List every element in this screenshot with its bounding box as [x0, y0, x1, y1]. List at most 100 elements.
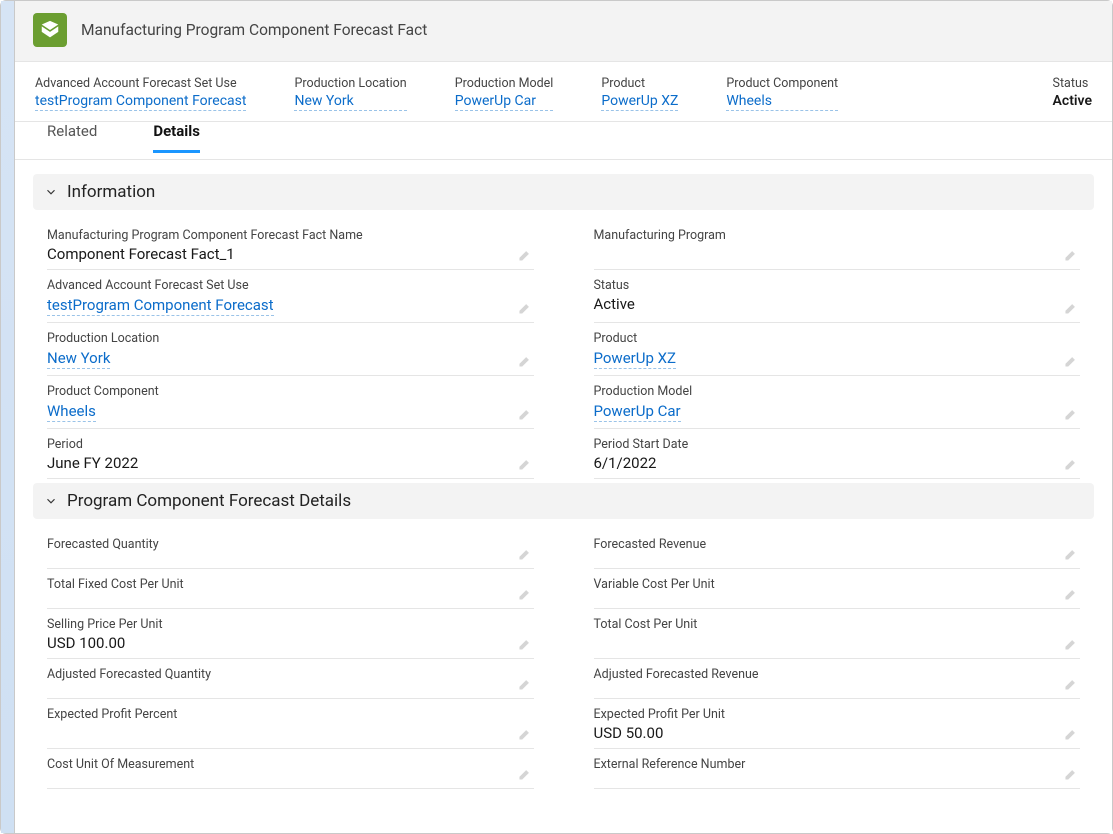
section-header-forecast-details[interactable]: Program Component Forecast Details — [33, 483, 1094, 519]
highlight-product-component: Product Component Wheels — [726, 76, 838, 111]
field-selling-price: Selling Price Per Unit USD 100.00 — [47, 609, 534, 659]
field-variable-cost: Variable Cost Per Unit — [594, 569, 1081, 609]
field-production-model: Production Model PowerUp Car — [594, 376, 1081, 429]
section-title: Information — [67, 182, 155, 202]
field-label: Manufacturing Program — [594, 228, 1081, 243]
field-forecasted-quantity: Forecasted Quantity — [47, 529, 534, 569]
tab-details[interactable]: Details — [153, 110, 200, 153]
edit-pencil-icon[interactable] — [1064, 636, 1080, 652]
highlight-value-link[interactable]: PowerUp XZ — [601, 93, 678, 111]
field-value-link[interactable]: PowerUp Car — [594, 402, 681, 422]
field-label: Advanced Account Forecast Set Use — [47, 278, 534, 293]
edit-pencil-icon[interactable] — [518, 726, 534, 742]
field-label: Cost Unit Of Measurement — [47, 757, 534, 772]
field-period: Period June FY 2022 — [47, 429, 534, 479]
highlight-product: Product PowerUp XZ — [601, 76, 678, 111]
highlight-value-link[interactable]: PowerUp Car — [455, 93, 554, 111]
field-external-reference: External Reference Number — [594, 749, 1081, 789]
field-period-start-date: Period Start Date 6/1/2022 — [594, 429, 1081, 479]
field-label: Production Model — [594, 384, 1081, 399]
field-expected-profit-percent: Expected Profit Percent — [47, 699, 534, 749]
section-header-information[interactable]: Information — [33, 174, 1094, 210]
field-label: Variable Cost Per Unit — [594, 577, 1081, 592]
field-label: Expected Profit Per Unit — [594, 707, 1081, 722]
edit-pencil-icon[interactable] — [518, 546, 534, 562]
left-rail — [1, 1, 15, 833]
highlight-status: Status Active — [1053, 76, 1092, 111]
field-label: Total Cost Per Unit — [594, 617, 1081, 632]
field-adjusted-revenue: Adjusted Forecasted Revenue — [594, 659, 1081, 699]
information-grid: Manufacturing Program Component Forecast… — [15, 210, 1112, 479]
field-product: Product PowerUp XZ — [594, 323, 1081, 376]
highlight-value-link[interactable]: Wheels — [726, 93, 838, 111]
edit-pencil-icon[interactable] — [518, 456, 534, 472]
edit-pencil-icon[interactable] — [1064, 353, 1080, 369]
forecast-details-grid: Forecasted Quantity Forecasted Revenue T… — [15, 519, 1112, 789]
field-label: Forecasted Revenue — [594, 537, 1081, 552]
highlight-production-location: Production Location New York — [294, 76, 406, 111]
field-value-link[interactable]: Wheels — [47, 402, 96, 422]
edit-pencil-icon[interactable] — [518, 586, 534, 602]
chevron-down-icon — [43, 184, 59, 200]
field-label: Adjusted Forecasted Revenue — [594, 667, 1081, 682]
edit-pencil-icon[interactable] — [518, 636, 534, 652]
highlight-value-link[interactable]: testProgram Component Forecast — [35, 93, 246, 111]
edit-pencil-icon[interactable] — [1064, 766, 1080, 782]
field-production-location: Production Location New York — [47, 323, 534, 376]
field-value: USD 50.00 — [594, 724, 1081, 742]
field-label: Total Fixed Cost Per Unit — [47, 577, 534, 592]
field-label: Product — [594, 331, 1081, 346]
field-status: Status Active — [594, 270, 1081, 323]
highlight-label: Product — [601, 76, 678, 91]
field-value-link[interactable]: testProgram Component Forecast — [47, 296, 274, 316]
record-type-icon — [33, 13, 67, 47]
record-header-title: Manufacturing Program Component Forecast… — [81, 21, 427, 39]
field-label: Selling Price Per Unit — [47, 617, 534, 632]
edit-pencil-icon[interactable] — [518, 676, 534, 692]
edit-pencil-icon[interactable] — [518, 300, 534, 316]
tab-related[interactable]: Related — [47, 110, 97, 153]
edit-pencil-icon[interactable] — [1064, 300, 1080, 316]
field-advanced-account-forecast: Advanced Account Forecast Set Use testPr… — [47, 270, 534, 323]
field-adjusted-quantity: Adjusted Forecasted Quantity — [47, 659, 534, 699]
record-header: Manufacturing Program Component Forecast… — [15, 1, 1112, 62]
field-cost-unit-measurement: Cost Unit Of Measurement — [47, 749, 534, 789]
field-label: Status — [594, 278, 1081, 293]
field-value-link[interactable]: New York — [47, 349, 110, 369]
highlight-label: Production Location — [294, 76, 406, 91]
field-value: Active — [594, 295, 1081, 313]
highlight-label: Production Model — [455, 76, 554, 91]
highlight-status-value: Active — [1053, 93, 1092, 109]
edit-pencil-icon[interactable] — [518, 766, 534, 782]
field-label: Production Location — [47, 331, 534, 346]
field-product-component: Product Component Wheels — [47, 376, 534, 429]
field-value: USD 100.00 — [47, 634, 534, 652]
highlight-value-link[interactable]: New York — [294, 93, 406, 111]
highlight-label: Status — [1053, 76, 1092, 91]
edit-pencil-icon[interactable] — [1064, 456, 1080, 472]
field-value: June FY 2022 — [47, 454, 534, 472]
highlight-advanced-account-forecast: Advanced Account Forecast Set Use testPr… — [35, 76, 246, 111]
field-value: Component Forecast Fact_1 — [47, 245, 534, 263]
chevron-down-icon — [43, 493, 59, 509]
field-manufacturing-program: Manufacturing Program — [594, 220, 1081, 270]
section-title: Program Component Forecast Details — [67, 491, 351, 511]
edit-pencil-icon[interactable] — [1064, 586, 1080, 602]
field-value: 6/1/2022 — [594, 454, 1081, 472]
field-label: Forecasted Quantity — [47, 537, 534, 552]
edit-pencil-icon[interactable] — [1064, 546, 1080, 562]
edit-pencil-icon[interactable] — [518, 247, 534, 263]
field-value-link[interactable]: PowerUp XZ — [594, 349, 677, 369]
field-label: Product Component — [47, 384, 534, 399]
edit-pencil-icon[interactable] — [1064, 676, 1080, 692]
edit-pencil-icon[interactable] — [1064, 726, 1080, 742]
edit-pencil-icon[interactable] — [518, 406, 534, 422]
field-label: Adjusted Forecasted Quantity — [47, 667, 534, 682]
field-name: Manufacturing Program Component Forecast… — [47, 220, 534, 270]
tab-bar: Related Details — [15, 116, 1112, 160]
edit-pencil-icon[interactable] — [1064, 247, 1080, 263]
edit-pencil-icon[interactable] — [518, 353, 534, 369]
field-forecasted-revenue: Forecasted Revenue — [594, 529, 1081, 569]
field-label: Period Start Date — [594, 437, 1081, 452]
edit-pencil-icon[interactable] — [1064, 406, 1080, 422]
